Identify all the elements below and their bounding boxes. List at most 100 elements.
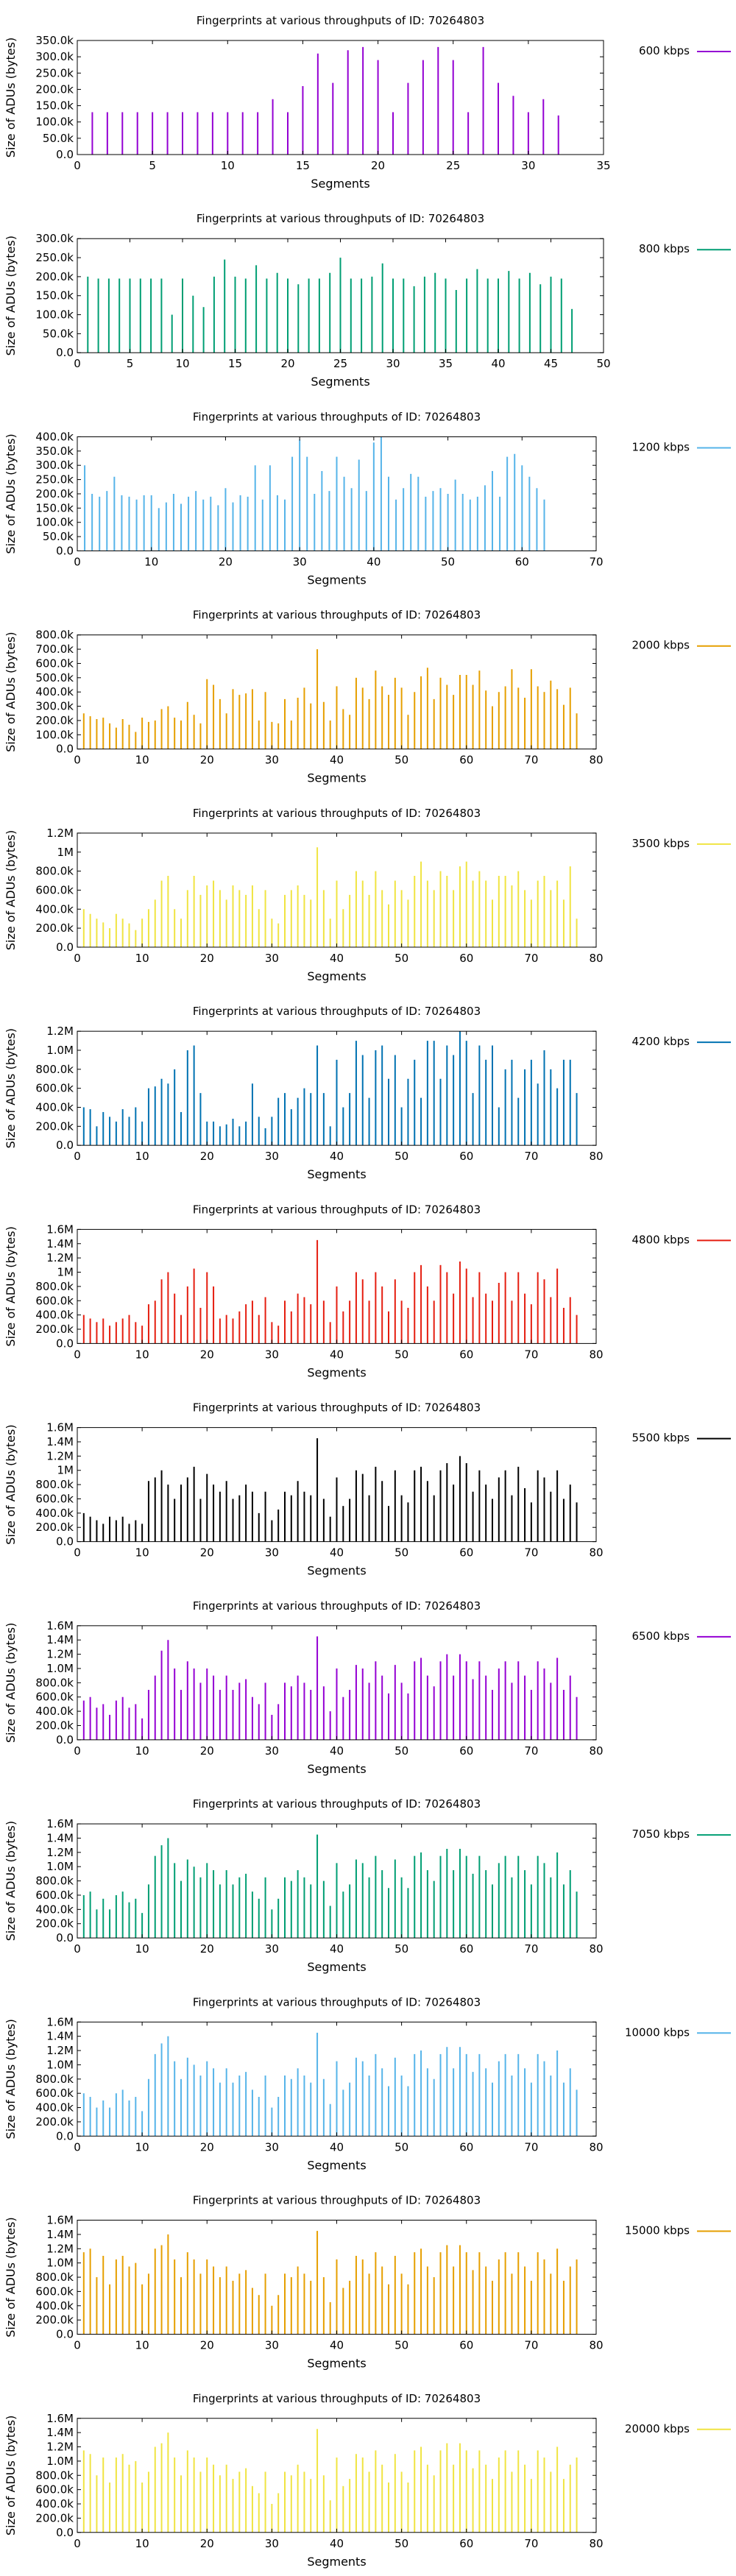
chart-title: Fingerprints at various throughputs of I… [193, 2194, 481, 2207]
y-axis-label: Size of ADUs (bytes) [4, 2416, 18, 2536]
y-tick-label: 400.0k [35, 1507, 74, 1520]
y-tick-label: 50.0k [43, 530, 74, 543]
x-tick-label: 80 [589, 1150, 603, 1163]
x-tick-label: 50 [394, 754, 408, 767]
legend-label: 7050 kbps [632, 1827, 690, 1841]
x-axis-label: Segments [307, 1564, 366, 1578]
y-tick-label: 800.0k [35, 2271, 74, 2284]
y-tick-label: 50.0k [43, 132, 74, 145]
x-tick-label: 30 [386, 357, 400, 370]
x-tick-label: 45 [544, 357, 558, 370]
chart-panel: Fingerprints at various throughputs of I… [4, 14, 731, 191]
y-tick-label: 800.0k [35, 2073, 74, 2086]
y-tick-label: 200.0k [35, 921, 74, 935]
x-tick-label: 10 [135, 1942, 149, 1956]
x-tick-label: 10 [175, 357, 189, 370]
x-tick-label: 10 [144, 555, 158, 568]
y-tick-label: 150.0k [35, 289, 74, 302]
y-tick-label: 1.2M [46, 2044, 74, 2057]
x-tick-label: 30 [265, 2537, 279, 2550]
x-tick-label: 10 [135, 952, 149, 965]
y-tick-label: 1.2M [46, 2242, 74, 2255]
x-tick-label: 50 [394, 2339, 408, 2352]
x-tick-label: 80 [589, 2537, 603, 2550]
y-tick-label: 800.0k [35, 629, 74, 642]
x-tick-label: 40 [367, 555, 381, 568]
y-tick-label: 800.0k [35, 1676, 74, 1689]
y-tick-label: 0.0 [56, 1931, 74, 1945]
y-tick-label: 1M [57, 1464, 74, 1477]
x-tick-label: 60 [459, 754, 473, 767]
y-tick-label: 1.6M [46, 1619, 74, 1632]
y-tick-label: 100.0k [35, 728, 74, 741]
y-tick-label: 200.0k [35, 1119, 74, 1133]
x-tick-label: 10 [135, 2537, 149, 2550]
chart-title: Fingerprints at various throughputs of I… [193, 2392, 481, 2405]
x-tick-label: 20 [200, 1150, 214, 1163]
x-axis-label: Segments [307, 771, 366, 785]
y-axis-label: Size of ADUs (bytes) [4, 1821, 18, 1941]
x-tick-label: 70 [524, 1348, 538, 1361]
x-tick-label: 50 [394, 1744, 408, 1758]
y-tick-label: 1.0M [46, 1044, 74, 1057]
y-tick-label: 1.0M [46, 2257, 74, 2270]
x-tick-label: 70 [524, 1942, 538, 1956]
chart-title: Fingerprints at various throughputs of I… [193, 1005, 481, 1018]
y-tick-label: 400.0k [35, 685, 74, 698]
legend-label: 4800 kbps [632, 1233, 690, 1246]
y-tick-label: 800.0k [35, 1280, 74, 1293]
y-tick-label: 200.0k [35, 2511, 74, 2524]
x-tick-label: 10 [135, 754, 149, 767]
y-tick-label: 500.0k [35, 671, 74, 684]
chart-panel: Fingerprints at various throughputs of I… [4, 212, 731, 389]
y-tick-label: 0.0 [56, 1535, 74, 1549]
x-tick-label: 40 [330, 1942, 344, 1956]
x-tick-label: 60 [459, 2339, 473, 2352]
chart-title: Fingerprints at various throughputs of I… [197, 212, 484, 225]
y-tick-label: 1.6M [46, 1817, 74, 1830]
x-tick-label: 40 [491, 357, 505, 370]
y-tick-label: 1.2M [46, 827, 74, 840]
x-tick-label: 10 [135, 1546, 149, 1560]
y-tick-label: 350.0k [35, 34, 74, 47]
y-axis-label: Size of ADUs (bytes) [4, 236, 18, 355]
x-tick-label: 30 [293, 555, 307, 568]
y-tick-label: 1.0M [46, 2455, 74, 2468]
x-tick-label: 0 [74, 1942, 81, 1956]
x-tick-label: 30 [265, 1150, 279, 1163]
y-tick-label: 200.0k [35, 487, 74, 500]
x-tick-label: 80 [589, 1744, 603, 1758]
y-tick-label: 800.0k [35, 865, 74, 878]
x-tick-label: 50 [394, 1546, 408, 1560]
x-tick-label: 10 [135, 1150, 149, 1163]
y-tick-label: 1.2M [46, 2441, 74, 2454]
y-tick-label: 0.0 [56, 1733, 74, 1747]
y-tick-label: 600.0k [35, 1082, 74, 1095]
x-tick-label: 30 [265, 1546, 279, 1560]
y-tick-label: 600.0k [35, 1691, 74, 1704]
y-tick-label: 200.0k [35, 1719, 74, 1732]
chart-title: Fingerprints at various throughputs of I… [193, 609, 481, 622]
x-tick-label: 40 [330, 2537, 344, 2550]
x-tick-label: 70 [524, 1150, 538, 1163]
chart-title: Fingerprints at various throughputs of I… [193, 410, 481, 423]
x-tick-label: 50 [596, 357, 610, 370]
x-tick-label: 70 [524, 1744, 538, 1758]
x-axis-label: Segments [307, 1960, 366, 1974]
legend-label: 4200 kbps [632, 1035, 690, 1048]
x-tick-label: 35 [439, 357, 453, 370]
x-tick-label: 20 [280, 357, 294, 370]
legend-label: 10000 kbps [625, 2025, 690, 2039]
y-tick-label: 0.0 [56, 2526, 74, 2539]
legend-label: 800 kbps [639, 242, 690, 255]
x-tick-label: 50 [394, 1150, 408, 1163]
y-tick-label: 200.0k [35, 2115, 74, 2129]
y-tick-label: 200.0k [35, 82, 74, 96]
x-tick-label: 50 [441, 555, 455, 568]
y-tick-label: 600.0k [35, 2483, 74, 2497]
y-tick-label: 1M [57, 846, 74, 859]
x-tick-label: 50 [394, 1942, 408, 1956]
chart-panel: Fingerprints at various throughputs of I… [4, 1797, 731, 1974]
y-tick-label: 300.0k [35, 232, 74, 245]
